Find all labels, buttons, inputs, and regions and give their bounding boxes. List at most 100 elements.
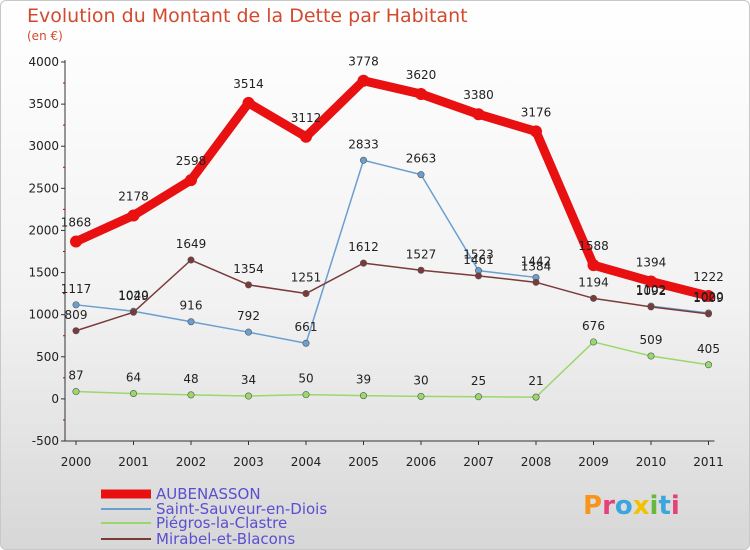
data-label: 30 bbox=[413, 373, 428, 387]
legend-label: Piégros-la-Clastre bbox=[156, 514, 287, 532]
legend-label: AUBENASSON bbox=[156, 485, 261, 503]
data-point bbox=[589, 294, 597, 302]
x-tick-label: 2003 bbox=[233, 455, 264, 469]
data-label: 1194 bbox=[578, 275, 609, 289]
y-tick-label: 1500 bbox=[28, 266, 59, 280]
data-point bbox=[187, 391, 195, 399]
data-label: 1251 bbox=[291, 271, 322, 285]
data-label: 1442 bbox=[521, 254, 552, 268]
data-label: 661 bbox=[295, 320, 318, 334]
data-point bbox=[417, 392, 425, 400]
data-point bbox=[472, 108, 485, 121]
legend-label: Saint-Sauveur-en-Diois bbox=[156, 500, 327, 518]
y-tick-label: 0 bbox=[51, 392, 59, 406]
data-label: 1222 bbox=[693, 270, 724, 284]
data-point bbox=[127, 209, 140, 222]
data-point bbox=[417, 266, 425, 274]
x-tick-label: 2010 bbox=[636, 455, 667, 469]
logo-letter: r bbox=[602, 491, 615, 521]
data-point bbox=[187, 318, 195, 326]
data-point bbox=[645, 275, 657, 288]
data-point bbox=[72, 301, 80, 309]
y-tick-label: 2500 bbox=[28, 181, 59, 195]
data-label: 50 bbox=[298, 372, 313, 386]
data-label: 1527 bbox=[406, 247, 437, 261]
data-point bbox=[474, 393, 482, 401]
data-point bbox=[704, 361, 712, 369]
data-point bbox=[589, 338, 597, 346]
data-label: 3176 bbox=[521, 105, 552, 119]
data-label: 3514 bbox=[233, 77, 264, 91]
data-label: 64 bbox=[126, 370, 141, 384]
data-label: 1009 bbox=[693, 291, 724, 305]
data-point bbox=[245, 328, 253, 336]
data-label: 2598 bbox=[176, 154, 207, 168]
logo-letter: o bbox=[614, 491, 633, 521]
data-label: 21 bbox=[528, 374, 543, 388]
data-label: 1102 bbox=[636, 283, 667, 297]
x-tick-label: 2001 bbox=[118, 455, 149, 469]
data-point bbox=[647, 303, 655, 311]
data-point bbox=[417, 171, 425, 179]
x-tick-label: 2002 bbox=[176, 455, 207, 469]
data-label: 1868 bbox=[61, 216, 92, 230]
data-point bbox=[704, 310, 712, 318]
data-label: 34 bbox=[241, 373, 256, 387]
y-tick-label: 3000 bbox=[28, 139, 59, 153]
logo-letter: x bbox=[632, 491, 650, 521]
data-label: 3620 bbox=[406, 68, 437, 82]
data-label: 2178 bbox=[118, 189, 149, 203]
data-point bbox=[415, 88, 427, 101]
data-label: 48 bbox=[183, 372, 198, 386]
data-point bbox=[72, 388, 80, 396]
logo-letter: P bbox=[583, 491, 603, 521]
data-label: 25 bbox=[471, 374, 486, 388]
series-line-0 bbox=[71, 76, 713, 301]
data-point bbox=[187, 256, 195, 264]
logo-letter: i bbox=[649, 491, 659, 521]
data-label: 1461 bbox=[463, 253, 494, 267]
y-tick-label: 500 bbox=[36, 350, 59, 364]
data-label: 3380 bbox=[463, 88, 494, 102]
data-label: 3778 bbox=[348, 55, 379, 69]
data-point bbox=[532, 278, 540, 286]
data-label: 792 bbox=[237, 309, 260, 323]
x-tick-label: 2006 bbox=[406, 455, 437, 469]
data-label: 1394 bbox=[636, 255, 667, 269]
data-point bbox=[70, 235, 82, 248]
chart-subtitle: (en €) bbox=[27, 29, 63, 43]
x-tick-label: 2007 bbox=[463, 455, 494, 469]
data-label: 676 bbox=[582, 319, 605, 333]
data-label: 2663 bbox=[406, 152, 437, 166]
y-tick-label: 4000 bbox=[28, 55, 59, 69]
data-point bbox=[245, 281, 253, 289]
data-label: 809 bbox=[65, 308, 88, 322]
legend-label: Mirabel-et-Blacons bbox=[156, 530, 295, 548]
data-point bbox=[357, 74, 370, 87]
data-label: 1523 bbox=[463, 248, 494, 262]
data-label: 1588 bbox=[578, 239, 609, 253]
data-point bbox=[302, 339, 310, 347]
data-point bbox=[185, 174, 197, 187]
data-label: 509 bbox=[640, 333, 663, 347]
x-tick-label: 2005 bbox=[348, 455, 379, 469]
data-label: 1020 bbox=[693, 290, 724, 304]
data-label: 1384 bbox=[521, 259, 552, 273]
x-tick-label: 2004 bbox=[291, 455, 322, 469]
data-label: 1117 bbox=[61, 282, 92, 296]
data-label: 3112 bbox=[291, 111, 322, 125]
data-label: 1354 bbox=[233, 262, 264, 276]
x-tick-label: 2009 bbox=[578, 455, 609, 469]
data-label: 1092 bbox=[636, 284, 667, 298]
data-label: 1040 bbox=[118, 288, 149, 302]
data-label: 87 bbox=[68, 369, 83, 383]
y-tick-label: -500 bbox=[32, 434, 59, 448]
data-point bbox=[359, 259, 367, 267]
logo-letter: i bbox=[670, 491, 680, 521]
data-point bbox=[245, 392, 253, 400]
data-point bbox=[532, 393, 540, 401]
y-tick-label: 2000 bbox=[28, 223, 59, 237]
data-point bbox=[300, 130, 312, 143]
data-point bbox=[647, 352, 655, 360]
